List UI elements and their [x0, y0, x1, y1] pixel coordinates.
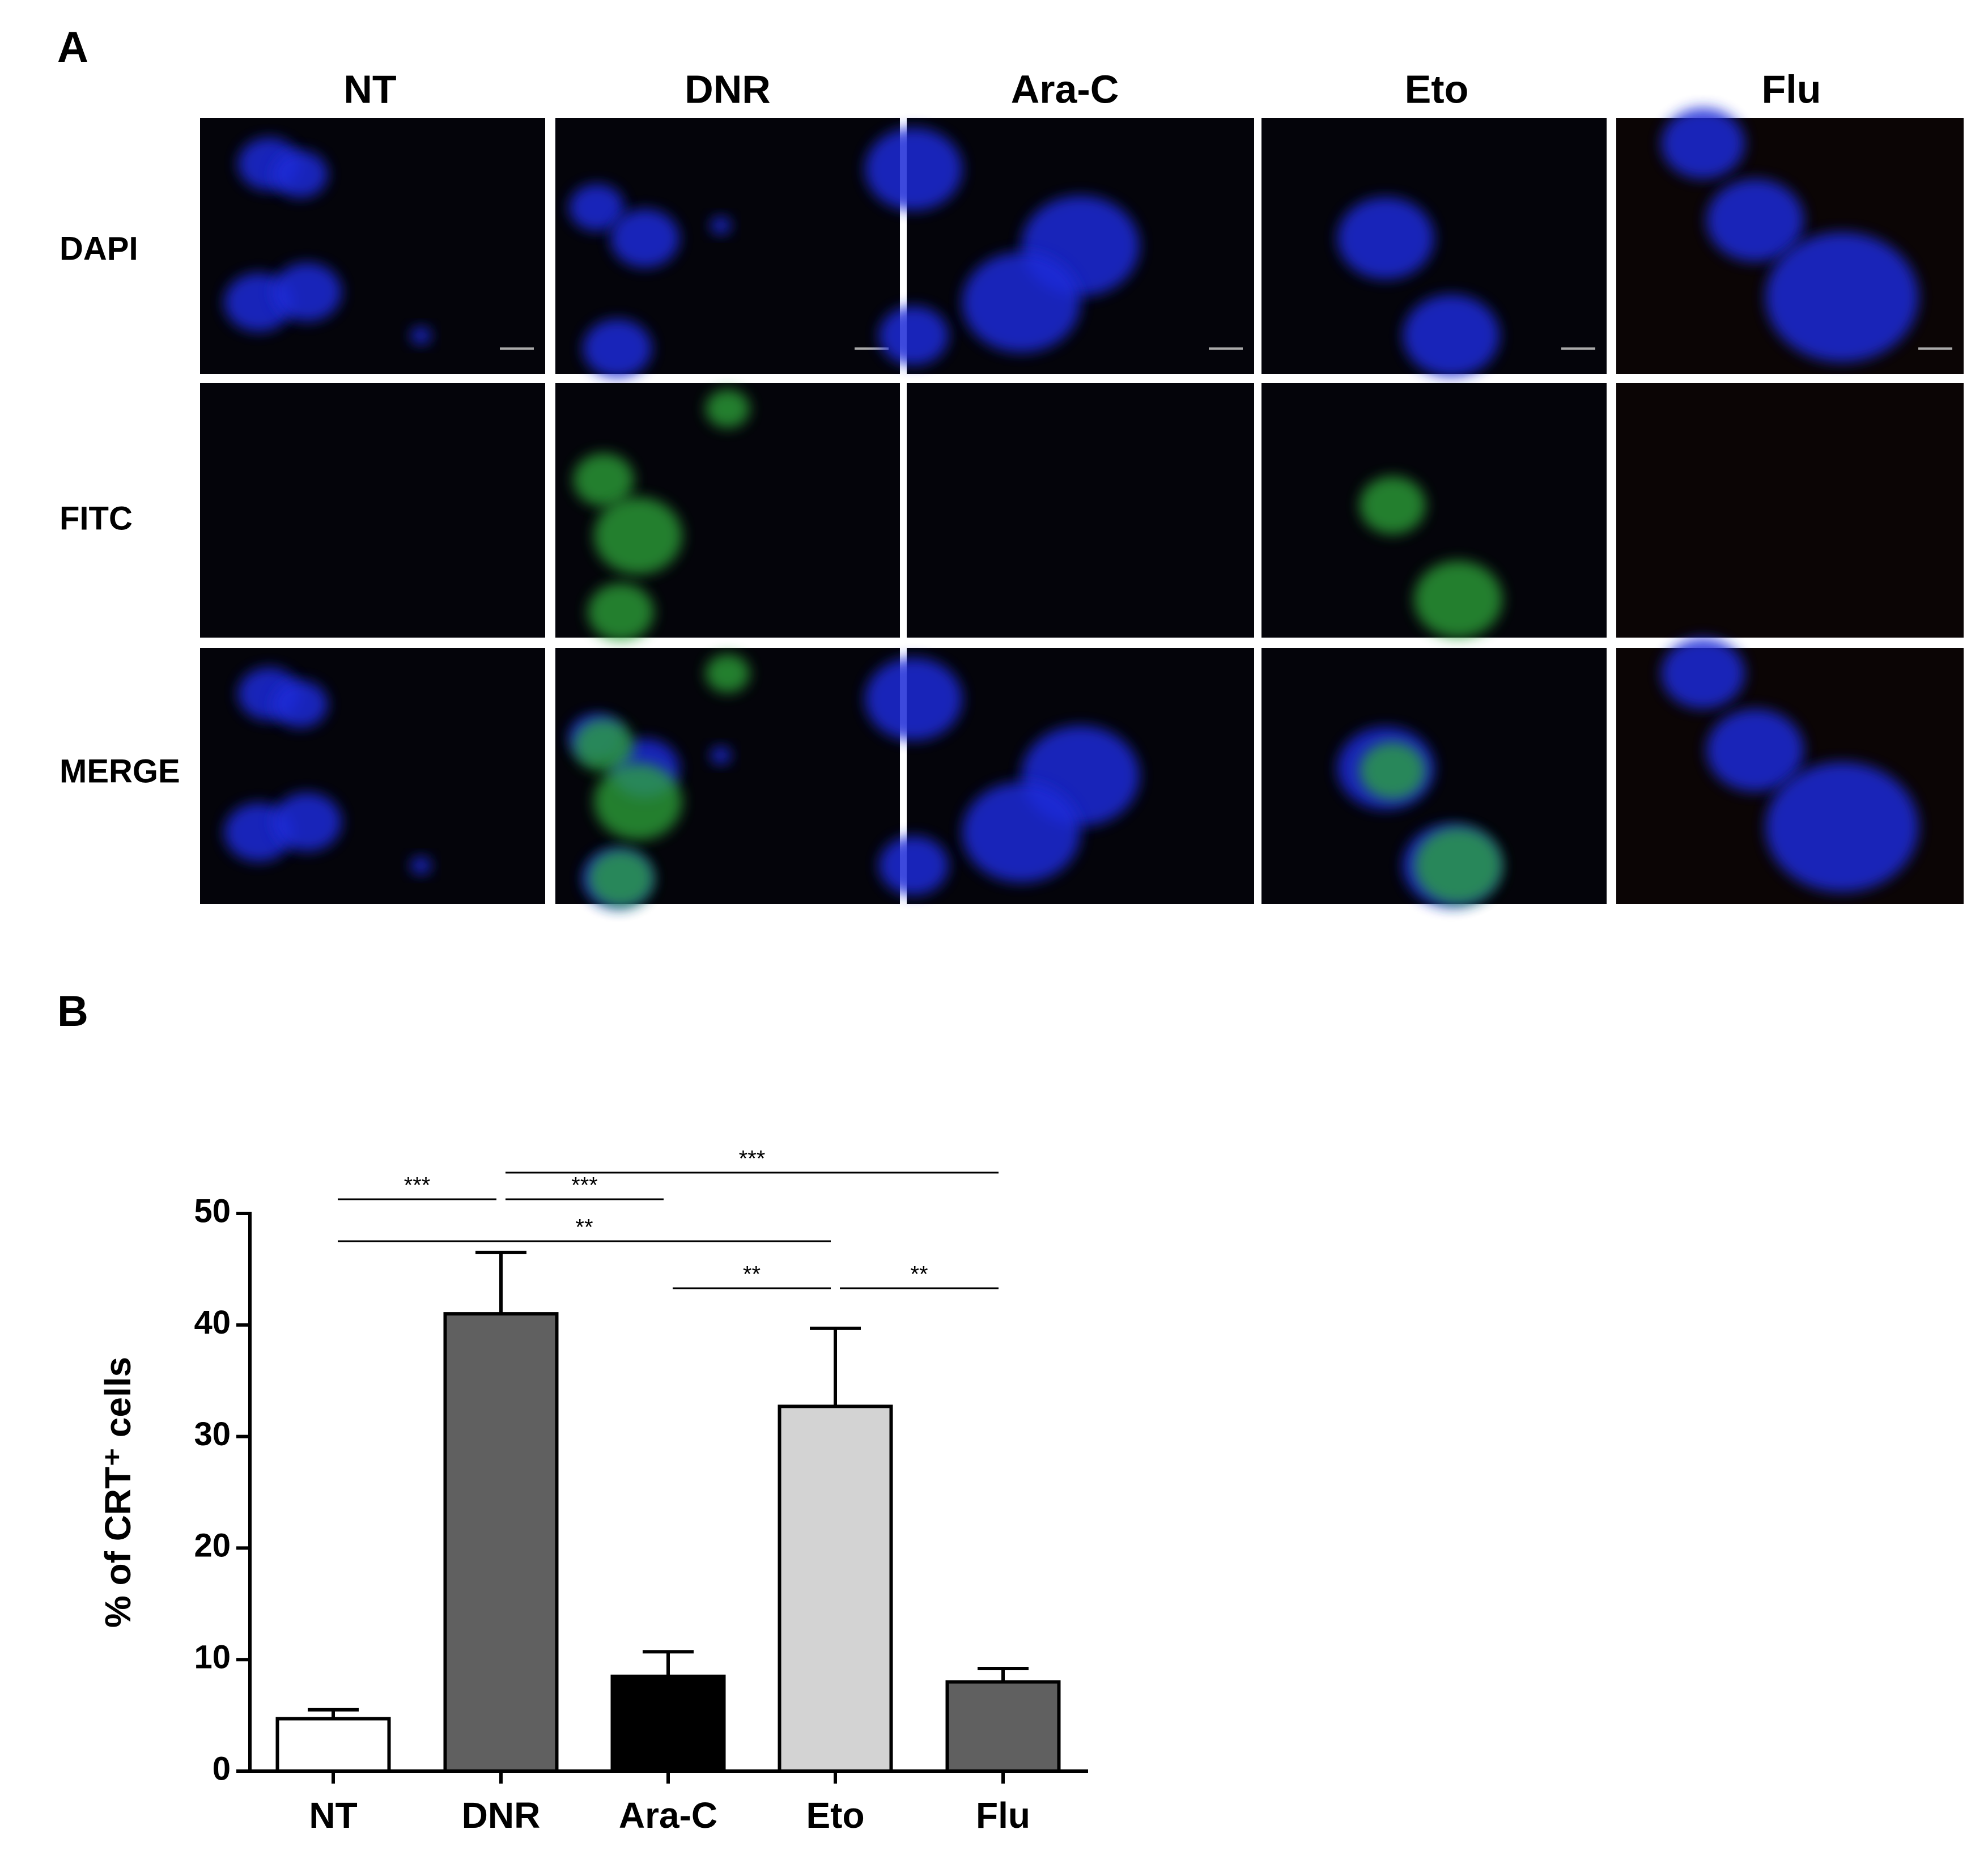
x-tick-label: NT — [309, 1795, 357, 1836]
nucleus — [272, 262, 342, 322]
y-axis-title: % of CRT⁺ cells — [97, 1357, 138, 1628]
nucleus — [1765, 762, 1919, 893]
nucleus — [272, 151, 328, 198]
crt-stain — [1359, 741, 1426, 800]
bar — [443, 1312, 559, 1773]
y-tick-label: 40 — [194, 1304, 231, 1341]
nucleus — [610, 209, 679, 268]
crt-stain — [1414, 826, 1503, 905]
nucleus — [1337, 197, 1434, 279]
crt-stain — [1359, 476, 1426, 534]
nucleus — [583, 319, 652, 378]
row-label: DAPI — [60, 230, 138, 267]
micrograph — [1616, 383, 1964, 638]
crt-stain — [1414, 561, 1503, 638]
nucleus — [272, 681, 328, 728]
nucleus — [1661, 108, 1745, 179]
nucleus — [865, 657, 963, 741]
column-label: NT — [343, 67, 396, 111]
nucleus — [865, 128, 963, 211]
x-tick-label: Flu — [976, 1795, 1030, 1836]
significance-label: *** — [739, 1147, 766, 1171]
x-tick-label: DNR — [462, 1795, 541, 1836]
nucleus — [569, 184, 625, 231]
crt-stain — [588, 583, 654, 642]
x-tick-label: Ara-C — [619, 1795, 717, 1836]
nucleus — [272, 792, 342, 852]
bar — [275, 1717, 391, 1773]
significance-label: *** — [571, 1173, 598, 1198]
significance-label: *** — [404, 1173, 431, 1198]
nucleus — [962, 782, 1081, 883]
y-tick-label: 10 — [194, 1639, 231, 1676]
column-label: DNR — [685, 67, 771, 111]
crt-stain — [594, 763, 682, 841]
crt-stain — [588, 849, 654, 907]
crt-stain — [706, 389, 750, 428]
nucleus — [1765, 232, 1919, 363]
nucleus — [878, 836, 949, 895]
y-tick-label: 50 — [194, 1192, 231, 1229]
nucleus — [1706, 708, 1804, 792]
y-tick-label: 0 — [213, 1750, 231, 1787]
column-label: Ara-C — [1011, 67, 1119, 111]
column-label: Eto — [1405, 67, 1469, 111]
nucleus — [1661, 638, 1745, 709]
micrograph — [200, 383, 545, 638]
nucleus — [1706, 179, 1804, 262]
nucleus — [710, 217, 732, 235]
crt-stain — [573, 718, 634, 772]
row-label: MERGE — [60, 753, 180, 789]
bar — [945, 1680, 1061, 1773]
micrograph — [907, 383, 1254, 638]
significance-label: ** — [743, 1262, 761, 1287]
nucleus — [710, 746, 732, 765]
panel-label: B — [57, 987, 88, 1035]
panel-label: A — [57, 23, 88, 71]
nucleus — [410, 326, 432, 345]
significance-label: ** — [575, 1215, 593, 1240]
nucleus — [962, 252, 1081, 353]
row-label: FITC — [60, 500, 133, 537]
crt-stain — [594, 497, 682, 575]
bar — [778, 1404, 893, 1773]
crt-stain — [573, 453, 634, 507]
column-label: Flu — [1762, 67, 1821, 111]
crt-stain — [706, 654, 750, 693]
significance-label: ** — [910, 1262, 928, 1287]
y-tick-label: 30 — [194, 1416, 231, 1453]
bar-chart: % of CRT⁺ cells 0 10 20 30 40 50 NT DNR Ara-C Eto F… — [97, 1147, 1088, 1836]
x-tick-label: Eto — [806, 1795, 864, 1836]
bar — [610, 1674, 726, 1773]
y-tick-label: 20 — [194, 1527, 231, 1564]
nucleus — [878, 306, 949, 366]
micrograph-grid: NT DNR Ara-C Eto Flu DAPI FITC MERGE — [60, 67, 1964, 908]
nucleus — [1403, 294, 1500, 377]
nucleus — [410, 856, 432, 875]
